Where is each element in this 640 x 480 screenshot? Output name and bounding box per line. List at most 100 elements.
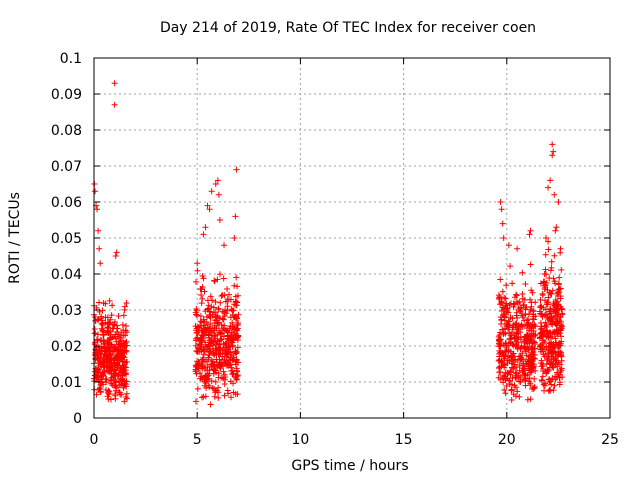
data-point [212, 347, 219, 354]
data-point [220, 275, 227, 282]
data-point [554, 305, 561, 312]
data-point [97, 379, 104, 386]
data-point [123, 378, 130, 385]
data-points [91, 80, 566, 408]
data-point [101, 345, 108, 352]
data-point [99, 307, 106, 314]
axis-ticks [93, 57, 611, 419]
data-point [198, 341, 205, 348]
y-axis-label: ROTI / TECUs [7, 192, 23, 284]
data-point [235, 320, 242, 327]
data-point [539, 292, 546, 299]
data-point [522, 306, 529, 313]
data-point [502, 348, 509, 355]
data-point [547, 387, 554, 394]
y-tick-label: 0.03 [51, 303, 82, 319]
y-tick-label: 0.01 [51, 375, 82, 391]
data-point [96, 299, 103, 306]
data-point [528, 303, 535, 310]
data-point [541, 271, 548, 278]
data-point [531, 332, 538, 339]
data-point [196, 324, 203, 331]
data-point [107, 366, 114, 373]
data-point [511, 294, 518, 301]
data-point [111, 333, 118, 340]
data-point [93, 391, 100, 398]
data-point [556, 289, 563, 296]
data-point [552, 227, 559, 234]
data-point [104, 324, 111, 331]
data-point [121, 306, 128, 313]
data-point [211, 362, 218, 369]
data-point [519, 295, 526, 302]
data-point [507, 314, 514, 321]
data-point [516, 353, 523, 360]
data-point [558, 333, 565, 340]
data-point [205, 342, 212, 349]
data-point [96, 357, 103, 364]
data-point [499, 326, 506, 333]
data-point [100, 354, 107, 361]
data-point [524, 332, 531, 339]
data-point [229, 312, 236, 319]
data-point [514, 346, 521, 353]
y-tick-label: 0.1 [60, 51, 82, 67]
data-point [211, 385, 218, 392]
data-point [497, 276, 504, 283]
data-point [207, 348, 214, 355]
data-point [194, 267, 201, 274]
data-point [106, 319, 113, 326]
data-point [101, 350, 108, 357]
data-point [225, 390, 232, 397]
data-point [555, 311, 562, 318]
data-point [197, 370, 204, 377]
data-point [192, 278, 199, 285]
data-point [208, 303, 215, 310]
data-point [234, 325, 241, 332]
data-point [508, 397, 515, 404]
data-point [215, 305, 222, 312]
data-point [539, 373, 546, 380]
data-point [549, 375, 556, 382]
data-point [518, 321, 525, 328]
data-point [217, 335, 224, 342]
data-point [537, 320, 544, 327]
data-point [206, 206, 213, 213]
data-point [108, 359, 115, 366]
data-point [106, 340, 113, 347]
data-point [516, 393, 523, 400]
data-point [110, 325, 117, 332]
y-tick-label: 0.05 [51, 231, 82, 247]
data-point [498, 358, 505, 365]
data-point [227, 296, 234, 303]
data-point [234, 283, 241, 290]
data-point [211, 393, 218, 400]
data-point [552, 296, 559, 303]
data-point [200, 393, 207, 400]
data-point [527, 261, 534, 268]
data-point [528, 333, 535, 340]
data-point [506, 377, 513, 384]
data-point [529, 321, 536, 328]
data-point [527, 296, 534, 303]
data-point [548, 258, 555, 265]
data-point [217, 365, 224, 372]
data-point [515, 300, 522, 307]
data-point [496, 332, 503, 339]
data-point [122, 367, 129, 374]
data-point [541, 285, 548, 292]
data-point [501, 373, 508, 380]
data-point [222, 348, 229, 355]
data-point [517, 336, 524, 343]
data-point [205, 302, 212, 309]
data-point [530, 313, 537, 320]
data-point [550, 387, 557, 394]
y-tick-label: 0.02 [51, 339, 82, 355]
data-point [510, 324, 517, 331]
data-point [199, 295, 206, 302]
data-point [111, 391, 118, 398]
data-point [233, 166, 240, 173]
data-point [105, 356, 112, 363]
data-point [531, 384, 538, 391]
